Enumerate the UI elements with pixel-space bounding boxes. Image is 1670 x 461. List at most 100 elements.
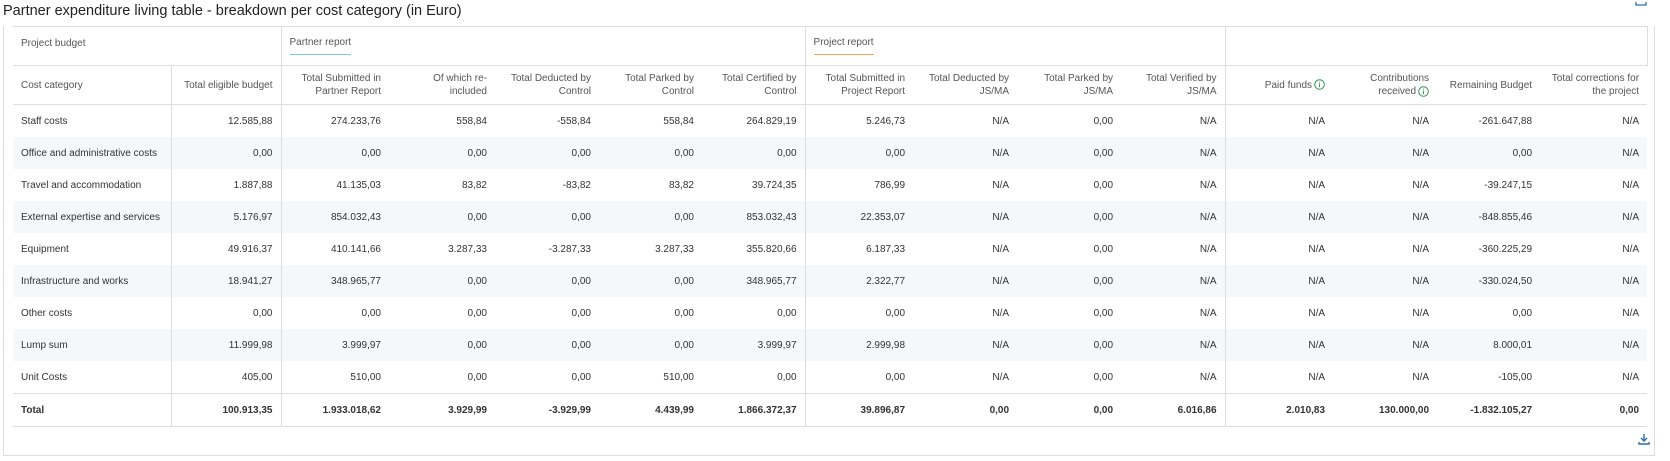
column-header: Cost category — [13, 65, 172, 105]
group-row: Project budget Partner report Project repo… — [13, 26, 1648, 66]
table-cell: 1.887,88 — [171, 169, 282, 201]
table-cell: 0,00 — [1093, 307, 1114, 319]
table-cell: Total — [13, 393, 172, 427]
group-label: Partner report — [289, 37, 352, 55]
table-cell: N/A — [992, 243, 1010, 255]
table-cell: N/A — [1121, 361, 1226, 394]
table-cell: 1.933.018,62 — [281, 393, 389, 427]
table-cell: 0,00 — [599, 137, 702, 169]
table-cell: 0,00 — [885, 371, 906, 383]
table-cell: 0,00 — [1017, 137, 1122, 169]
table-cell: 4.439,99 — [599, 393, 702, 427]
table-cell: 3.287,33 — [448, 243, 487, 255]
table-cell: Unit Costs — [13, 361, 172, 394]
table-cell: N/A — [1622, 115, 1640, 127]
table-cell: 0,00 — [495, 265, 599, 297]
table-cell: 0,00 — [702, 137, 806, 169]
table-cell: N/A — [1412, 243, 1430, 255]
table-cell: 12.585,88 — [171, 104, 282, 137]
table-cell: 0,00 — [1093, 179, 1114, 191]
column-header-text: Total Deducted by JS/MA — [928, 73, 1010, 97]
table-cell: 0,00 — [171, 297, 282, 329]
table-cell: -3.287,33 — [548, 243, 591, 255]
table-cell: 410.141,66 — [330, 243, 381, 255]
column-header: Total Submitted in Project Report — [805, 65, 914, 105]
info-icon[interactable] — [1314, 79, 1325, 91]
download-icon[interactable] — [1634, 0, 1648, 6]
table-cell: 2.322,77 — [805, 265, 914, 297]
table-cell: N/A — [913, 201, 1018, 233]
table-cell: N/A — [1308, 115, 1326, 127]
download-icon[interactable] — [1637, 432, 1651, 446]
table-cell: 3.999,97 — [702, 329, 806, 361]
table-cell: N/A — [992, 179, 1010, 191]
table-cell: -360.225,29 — [1478, 243, 1533, 255]
table-row: External expertise and services 5.176,97 8… — [13, 201, 1648, 233]
table-cell: Office and administrative costs — [13, 137, 172, 169]
table-cell: N/A — [1333, 201, 1438, 233]
table-cell: N/A — [992, 307, 1010, 319]
column-header-text: Cost category — [21, 79, 83, 91]
column-header: Paid funds — [1225, 65, 1334, 105]
table-cell: N/A — [1540, 265, 1648, 297]
table-cell: 0,00 — [1540, 393, 1648, 427]
table-cell: 348.965,77 — [281, 265, 389, 297]
table-cell: -261.647,88 — [1478, 115, 1533, 127]
column-header: Total Submitted in Partner Report — [281, 65, 389, 105]
column-header-text: Total eligible budget — [184, 79, 273, 91]
group-header: Project budget — [13, 26, 282, 66]
table-cell: N/A — [1121, 297, 1226, 329]
table-cell: -1.832.105,27 — [1437, 393, 1541, 427]
table-cell: 0,00 — [389, 329, 495, 361]
column-header-text: Total Parked by JS/MA — [1044, 73, 1114, 97]
group-header — [1225, 26, 1648, 66]
table-cell: N/A — [1622, 243, 1640, 255]
table-cell: 348.965,77 — [702, 265, 806, 297]
table-cell: -83,82 — [562, 179, 591, 191]
header-row: Cost category Total eligible budget Total … — [13, 65, 1648, 105]
table-cell: N/A — [1225, 201, 1334, 233]
table-cell: 83,82 — [461, 179, 487, 191]
table-cell: N/A — [1333, 137, 1438, 169]
table-row: Infrastructure and works 18.941,27 348.965… — [13, 265, 1648, 297]
table-cell: N/A — [913, 329, 1018, 361]
table-cell: 0,00 — [1093, 115, 1114, 127]
column-header-text: Remaining Budget — [1449, 79, 1533, 91]
column-header-text: Total Submitted in Partner Report — [301, 73, 382, 97]
table-cell: 0,00 — [281, 137, 389, 169]
column-header-text: Total corrections for the project — [1551, 73, 1640, 97]
table-cell: N/A — [1540, 329, 1648, 361]
table-cell: 0,00 — [571, 307, 591, 319]
table-cell: 0,00 — [674, 307, 694, 319]
table-cell: 0,00 — [171, 137, 282, 169]
column-header: Remaining Budget — [1437, 65, 1541, 105]
table-cell: Travel and accommodation — [13, 169, 172, 201]
table-cell: N/A — [1308, 371, 1326, 383]
table-cell: N/A — [1308, 307, 1326, 319]
table-row: Staff costs 12.585,88 274.233,76 558,84 -558… — [13, 104, 1647, 137]
table-cell: 0,00 — [571, 371, 591, 383]
table-cell: N/A — [1412, 179, 1430, 191]
info-icon[interactable] — [1418, 86, 1429, 97]
column-header: Total eligible budget — [171, 65, 282, 105]
table-cell: 510,00 — [663, 371, 694, 383]
table-cell: N/A — [1622, 307, 1640, 319]
table-cell: 0,00 — [361, 307, 381, 319]
table-row: Total 100.913,35 1.933.018,62 3.929,99 -3.92… — [13, 393, 1648, 427]
table-cell: 18.941,27 — [171, 265, 282, 297]
table-cell: 0,00 — [913, 393, 1018, 427]
column-header: Total Verified by JS/MA — [1121, 65, 1226, 105]
table-cell: N/A — [1225, 329, 1334, 361]
table-cell: N/A — [1308, 179, 1326, 191]
table-cell: 39.724,35 — [702, 169, 806, 201]
table-cell: 2.010,83 — [1225, 393, 1334, 427]
table-cell: -558,84 — [557, 115, 591, 127]
table-cell: -3.929,99 — [495, 393, 599, 427]
table-cell: 130.000,00 — [1333, 393, 1438, 427]
table-cell: 0,00 — [599, 201, 702, 233]
table-cell: N/A — [1121, 104, 1226, 137]
table-cell: N/A — [1333, 265, 1438, 297]
table-cell: 558,84 — [663, 115, 694, 127]
column-header-text: Of which re-included — [433, 73, 487, 97]
expenditure-table: Project budget Partner report Project repo… — [13, 26, 1648, 427]
